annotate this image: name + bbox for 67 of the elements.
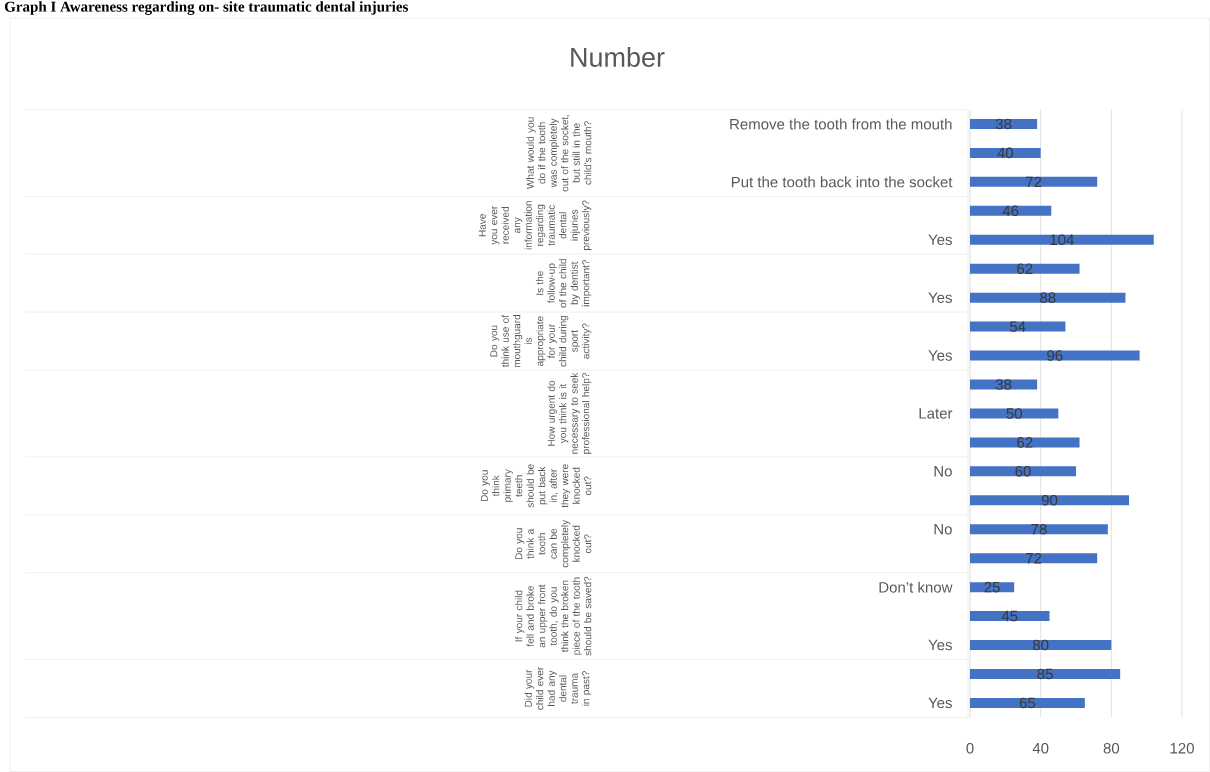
- data-label: 45: [1001, 610, 1018, 622]
- data-label: 72: [1026, 552, 1042, 564]
- x-tick-label: 40: [1032, 742, 1049, 754]
- y-tick-label: No: [934, 524, 952, 535]
- data-label: 50: [1006, 408, 1022, 419]
- data-label: 46: [1002, 205, 1019, 217]
- bar: [970, 205, 1052, 216]
- x-tick-label: 80: [1103, 742, 1120, 754]
- text: Graph I Awareness regarding on- site traumatic dental injuries: [4, 1, 408, 15]
- y-tick-label: No: [934, 466, 952, 477]
- text: Did your child ever had any dental trauma in past?: [524, 666, 592, 710]
- y-tick-label: Yes: [928, 292, 952, 303]
- bar: [970, 668, 1121, 679]
- bar: [970, 408, 1059, 419]
- text: If your child fell and broke an upper front tooth, do you think the broken piece of the tooth should be saved?: [514, 576, 592, 656]
- text: Do you think primary teeth should be put back in, after they were knocked out?: [480, 464, 592, 508]
- bar: [970, 611, 1050, 622]
- bar: [970, 292, 1126, 303]
- data-label: 38: [995, 379, 1012, 390]
- bar: [970, 321, 1066, 332]
- data-label: 54: [1009, 321, 1026, 332]
- y-tick-label: Yes: [928, 350, 952, 361]
- data-label: 62: [1017, 437, 1033, 448]
- bar: [970, 466, 1077, 477]
- text: Number: [571, 47, 665, 67]
- text: Is the follow-up of the child by dentist important?: [535, 259, 592, 308]
- data-label: 60: [1015, 466, 1031, 477]
- text: What would you do if the tooth was completely out of the socket, but still in the child’s mouth?: [526, 114, 592, 192]
- y-tick-label: Yes: [928, 639, 952, 651]
- y-tick-label: Remove the tooth from the mouth: [730, 118, 952, 130]
- x-tick-label: 120: [1170, 742, 1194, 754]
- data-label: 40: [997, 147, 1014, 159]
- data-label: 62: [1017, 263, 1033, 275]
- text: How urgent do you think is it necessary to seek professional help?: [547, 372, 592, 454]
- data-label: 96: [1047, 350, 1063, 361]
- y-tick-label: Yes: [928, 234, 952, 245]
- x-tick-label: 0: [966, 742, 974, 754]
- data-label: 72: [1026, 176, 1042, 188]
- data-label: 85: [1037, 668, 1053, 680]
- data-label: 104: [1050, 234, 1074, 246]
- bar: [970, 379, 1038, 390]
- bar: [970, 697, 1085, 708]
- bar: [970, 350, 1140, 361]
- bar: [970, 640, 1112, 651]
- bar: [970, 553, 1098, 564]
- y-tick-label: Put the tooth back into the socket: [731, 176, 953, 188]
- data-label: 78: [1031, 523, 1047, 535]
- bar: [970, 524, 1108, 535]
- text: Have you ever received any information regarding traumatic dental injuries previously?: [478, 200, 592, 250]
- bar: [970, 118, 1038, 129]
- data-label: 65: [1019, 697, 1036, 709]
- y-tick-label: Don’t know: [879, 581, 953, 593]
- bar: [970, 263, 1080, 274]
- text: Do you think use of mouthguard is appropriate for your child during sport activity?: [490, 314, 592, 368]
- data-label: 90: [1041, 494, 1058, 506]
- y-tick-label: Yes: [928, 697, 952, 709]
- data-label: 80: [1032, 639, 1049, 651]
- bar: [970, 176, 1098, 187]
- bar: [970, 147, 1041, 158]
- y-tick-label: Later: [919, 408, 953, 419]
- bar: [970, 495, 1130, 506]
- data-label: 88: [1040, 292, 1056, 303]
- data-label: 25: [984, 581, 1000, 593]
- bar: [970, 437, 1080, 448]
- bar: [970, 234, 1154, 245]
- text: Do you think a tooth can be completely knocked out?: [515, 519, 592, 568]
- data-label: 38: [995, 118, 1012, 130]
